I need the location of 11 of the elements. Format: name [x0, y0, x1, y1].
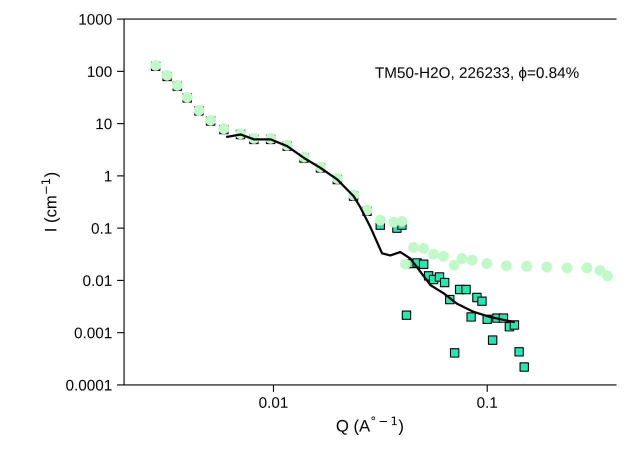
- y-tick-label: 1: [104, 170, 112, 182]
- x-axis-title: Q (A$^{°−1}$): [336, 416, 403, 436]
- y-tick-label: 0.0001: [66, 380, 112, 391]
- y-tick-label: 0.001: [74, 328, 112, 338]
- y-tick-label: 1000: [79, 14, 112, 25]
- y-tick-label: 0.01: [83, 275, 112, 286]
- y-tick-label: 0.1: [92, 223, 112, 234]
- y-tick-label: 100: [88, 66, 112, 78]
- y-tick-label: 10: [96, 118, 112, 130]
- annotation: TM50-H2O, 226233, ϕ=0.84%: [375, 66, 579, 82]
- y-axis-title: I (cm$^{−1}$): [41, 172, 60, 231]
